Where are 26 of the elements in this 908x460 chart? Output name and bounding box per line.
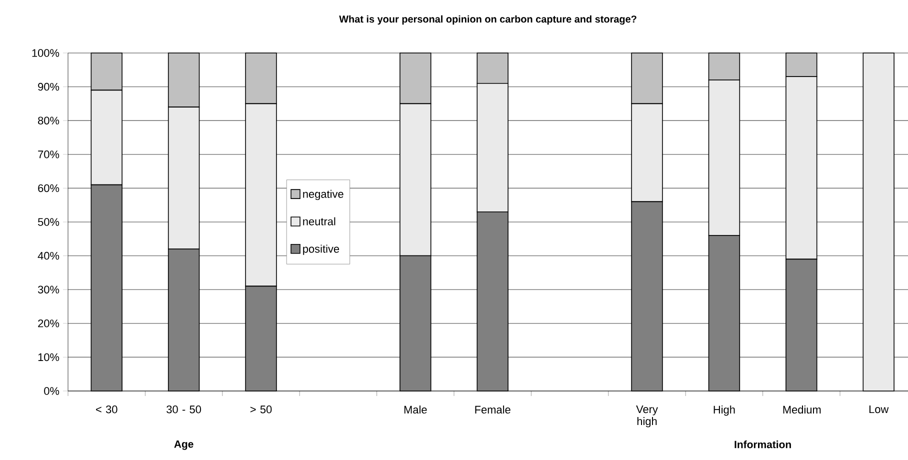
x-tick-label: Very high (636, 406, 658, 428)
x-tick-label: Male (404, 406, 427, 414)
chart-title: What is your personal opinion on carbon capture and storage? (339, 15, 636, 25)
x-tick-label: < 30 (96, 406, 118, 414)
legend-label: positive (303, 244, 340, 255)
text: Information (734, 440, 791, 448)
x-tick-label: Medium (783, 406, 821, 414)
y-tick-label: 80% (38, 116, 60, 124)
x-tick-label: > 50 (250, 406, 272, 414)
y-tick-label: 10% (38, 353, 60, 362)
y-tick-label: 20% (38, 320, 60, 328)
text: Age (174, 440, 194, 450)
x-tick-label: High (714, 406, 735, 416)
y-tick-label: 30% (38, 286, 60, 294)
legend-label: neutral (303, 217, 336, 226)
y-tick-label: 60% (38, 184, 60, 192)
y-tick-label: 0% (44, 387, 60, 395)
x-tick-label: 30 - 50 (166, 406, 202, 414)
y-tick-label: 100% (32, 49, 60, 57)
y-tick-label: 40% (38, 252, 60, 260)
legend-label: negative (303, 190, 344, 200)
x-tick-label: Female (475, 406, 510, 414)
y-tick-label: 70% (38, 150, 60, 158)
y-tick-label: 50% (38, 218, 60, 226)
y-tick-label: 90% (38, 82, 60, 91)
x-tick-label: Low (869, 406, 889, 414)
